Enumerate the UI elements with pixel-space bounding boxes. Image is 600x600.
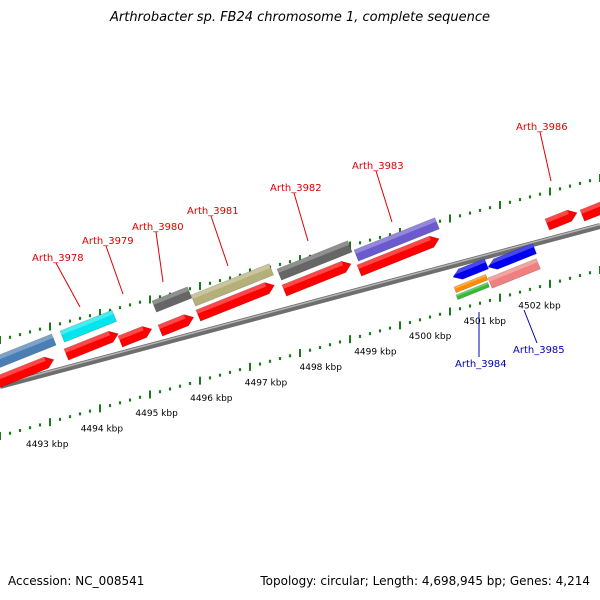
gene-3 [190, 263, 274, 307]
scale-label-4497: 4497 kbp [245, 378, 288, 388]
cds-arrow-8-shade [580, 201, 600, 214]
scale-label-4495: 4495 kbp [135, 409, 178, 419]
gene-label-Arth_3984: Arth_3984 [455, 359, 507, 370]
scale-label-4494: 4494 kbp [81, 425, 124, 435]
gene-rev-1-shade [486, 243, 534, 266]
scale-label-4502: 4502 kbp [518, 301, 561, 311]
scale-label-4501: 4501 kbp [464, 317, 507, 327]
label-leader-Arth_3981 [210, 215, 229, 267]
gene-rev-1 [487, 243, 537, 270]
gene-3-shade [191, 263, 271, 299]
cds-arrow-4 [195, 282, 275, 322]
gene-label-Arth_3978: Arth_3978 [32, 253, 84, 264]
cds-arrow-6 [356, 235, 440, 277]
map-title: Arthrobacter sp. FB24 chromosome 1, comp… [109, 10, 491, 25]
cds-arrow-2 [117, 326, 153, 348]
gene-rev-green [455, 282, 490, 300]
gene-rev-pink-shade [488, 258, 538, 282]
backbone-line [0, 223, 600, 389]
cds-arrow-8 [579, 201, 600, 222]
cds-arrow-3 [157, 314, 195, 337]
scale-label-4499: 4499 kbp [354, 348, 397, 358]
label-leader-Arth_3982 [293, 192, 309, 242]
cds-arrow-0-shade [0, 357, 46, 380]
gene-1-shade [60, 310, 114, 335]
cds-arrow-1 [63, 330, 119, 361]
gene-5-shade [354, 217, 437, 254]
chromosome-backbone [0, 223, 600, 389]
gene-4 [276, 240, 353, 281]
gene-rev-0 [452, 258, 489, 280]
cds-arrow-7-shade [545, 210, 569, 223]
gene-2 [151, 286, 193, 313]
gene-rev-orange [453, 274, 489, 293]
label-leader-Arth_3985 [523, 309, 538, 344]
cds-arrow-1-shade [64, 331, 111, 353]
gene-label-Arth_3986: Arth_3986 [516, 122, 568, 133]
gene-rev-pink [487, 258, 541, 289]
label-leader-Arth_3980 [155, 231, 164, 283]
lower-tick-track [0, 266, 600, 440]
label-leader-Arth_3979 [105, 245, 124, 295]
backbone-highlight [0, 223, 600, 386]
cds-arrow-2-shade [118, 326, 144, 340]
gene-label-Arth_3981: Arth_3981 [187, 206, 239, 217]
label-leader-Arth_3983 [375, 170, 393, 223]
gene-label-Arth_3985: Arth_3985 [513, 345, 565, 356]
gene-label-Arth_3980: Arth_3980 [132, 222, 184, 233]
label-leader-Arth_3978 [55, 262, 81, 308]
cds-arrow-0 [0, 356, 55, 388]
gene-rev-0-shade [451, 258, 486, 276]
gene-5 [353, 217, 440, 262]
gene-4-shade [277, 240, 350, 273]
cds-arrow-5-shade [282, 261, 343, 289]
feature-track [0, 201, 600, 388]
gene-2-shade [152, 286, 189, 305]
gene-label-Arth_3983: Arth_3983 [352, 161, 404, 172]
scale-labels: 4493 kbp 4494 kbp 4495 kbp 4496 kbp 4497 kbp… [26, 301, 561, 450]
scale-label-4498: 4498 kbp [300, 363, 343, 373]
gene-rev-green-shade [456, 282, 489, 297]
scale-label-4500: 4500 kbp [409, 332, 452, 342]
cds-arrow-3-shade [158, 314, 186, 329]
cds-arrow-5 [281, 260, 352, 297]
cds-arrow-4-shade [196, 282, 267, 314]
gene-rev-orange-shade [454, 274, 487, 289]
cds-arrow-7 [544, 209, 578, 231]
accession-text: Accession: NC_008541 [8, 574, 145, 588]
gene-1 [59, 309, 117, 343]
summary-text: Topology: circular; Length: 4,698,945 bp… [260, 574, 590, 588]
gene-label-Arth_3979: Arth_3979 [82, 236, 134, 247]
gene-label-Arth_3982: Arth_3982 [270, 183, 322, 194]
gene-0-shade [0, 334, 54, 360]
gene-0 [0, 333, 57, 368]
scale-label-4496: 4496 kbp [190, 394, 233, 404]
cds-arrow-6-shade [357, 236, 431, 269]
scale-label-4493: 4493 kbp [26, 440, 69, 450]
label-leader-Arth_3986 [539, 131, 552, 182]
